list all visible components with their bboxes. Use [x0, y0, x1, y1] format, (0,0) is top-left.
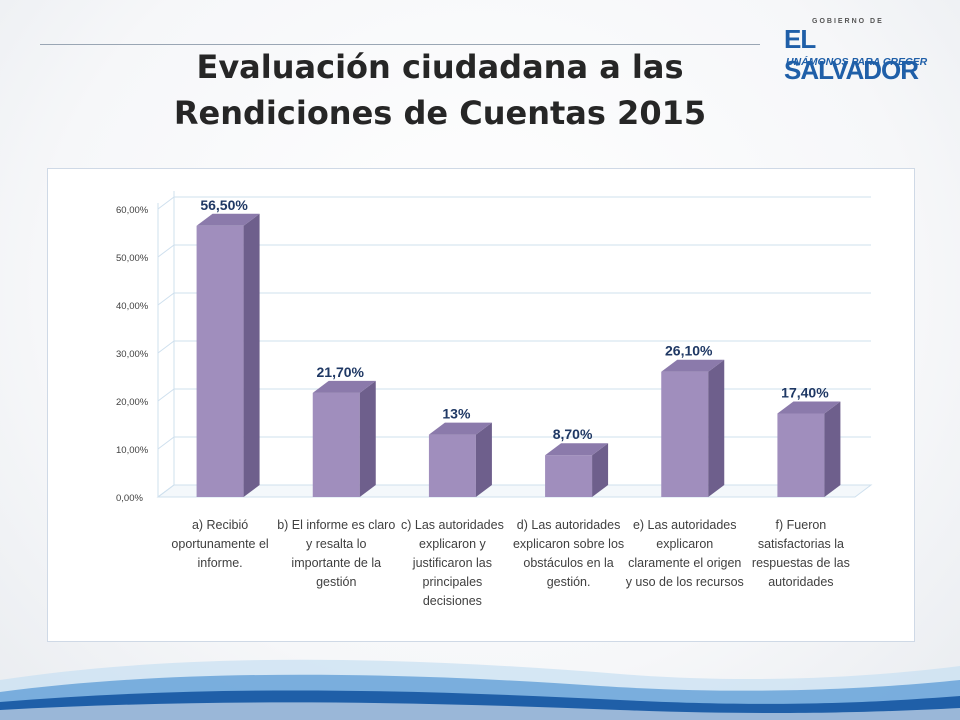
- back-wall-edge: [157, 191, 175, 498]
- bar-side: [243, 213, 260, 498]
- gridline: [157, 484, 871, 498]
- bar-side: [708, 359, 725, 497]
- bar: [428, 434, 476, 497]
- y-tick-label: 20,00%: [116, 397, 149, 408]
- gridline: [157, 196, 871, 210]
- gridline: [157, 244, 871, 258]
- government-logo: GOBIERNO DE EL SALVADOR UNÁMONOS PARA CR…: [784, 14, 934, 85]
- x-category-label: d) Las autoridades explicaron sobre los …: [512, 518, 625, 589]
- header-rule: [40, 44, 760, 45]
- bar-side: [359, 380, 376, 497]
- bar-top: [661, 359, 725, 372]
- x-category-label: c) Las autoridades explicaron y justific…: [400, 518, 504, 608]
- bar-top: [545, 443, 609, 456]
- y-tick-label: 0,00%: [116, 493, 143, 504]
- chart-area: 0,00% 10,00% 20,00% 30,00% 40,00% 50,00% 60,00…: [47, 168, 915, 642]
- bar-top: [312, 380, 376, 393]
- bar: [196, 225, 244, 498]
- logo-sub-text: UNÁMONOS PARA CRECER: [786, 56, 928, 68]
- x-category-label: a) Recibió oportunamente el informe.: [171, 518, 269, 570]
- bar: [545, 455, 593, 497]
- bar-chart: 0,00% 10,00% 20,00% 30,00% 40,00% 50,00% 60,00…: [116, 191, 873, 504]
- bar-top: [777, 401, 841, 414]
- y-tick-label: 10,00%: [116, 445, 149, 456]
- y-tick-label: 30,00%: [116, 349, 149, 360]
- bar: [312, 392, 360, 497]
- data-label: 8,70%: [553, 426, 593, 442]
- logo-top-text: GOBIERNO DE: [812, 18, 884, 25]
- y-tick-label: 50,00%: [116, 253, 149, 264]
- bar-top: [428, 422, 492, 435]
- bar-top: [196, 213, 260, 226]
- gridline: [157, 388, 871, 402]
- data-label: 13%: [442, 406, 471, 422]
- gridline: [157, 292, 871, 306]
- gridline: [157, 436, 871, 450]
- logo-main-text: EL SALVADOR: [784, 24, 919, 85]
- bar: [777, 413, 825, 497]
- bar-side: [592, 443, 609, 497]
- data-label: 21,70%: [317, 364, 365, 380]
- gridline: [157, 340, 871, 354]
- x-category-label: b) El informe es claro y resalta lo impo…: [277, 518, 396, 589]
- bar-side: [824, 401, 841, 497]
- x-category-label: e) Las autoridades explicaron claramente…: [625, 518, 744, 589]
- decorative-wave: [0, 659, 960, 720]
- data-label: 17,40%: [781, 384, 829, 400]
- data-label: 26,10%: [665, 343, 713, 359]
- chart-floor: [156, 484, 873, 498]
- y-tick-label: 60,00%: [116, 205, 149, 216]
- bar-side: [475, 422, 492, 497]
- bar: [661, 371, 709, 497]
- data-label: 56,50%: [200, 197, 248, 213]
- y-tick-label: 40,00%: [116, 301, 149, 312]
- x-category-label: f) Fueron satisfactorias la respuestas d…: [751, 518, 850, 589]
- page-title: Evaluación ciudadana a las Rendiciones d…: [173, 48, 707, 132]
